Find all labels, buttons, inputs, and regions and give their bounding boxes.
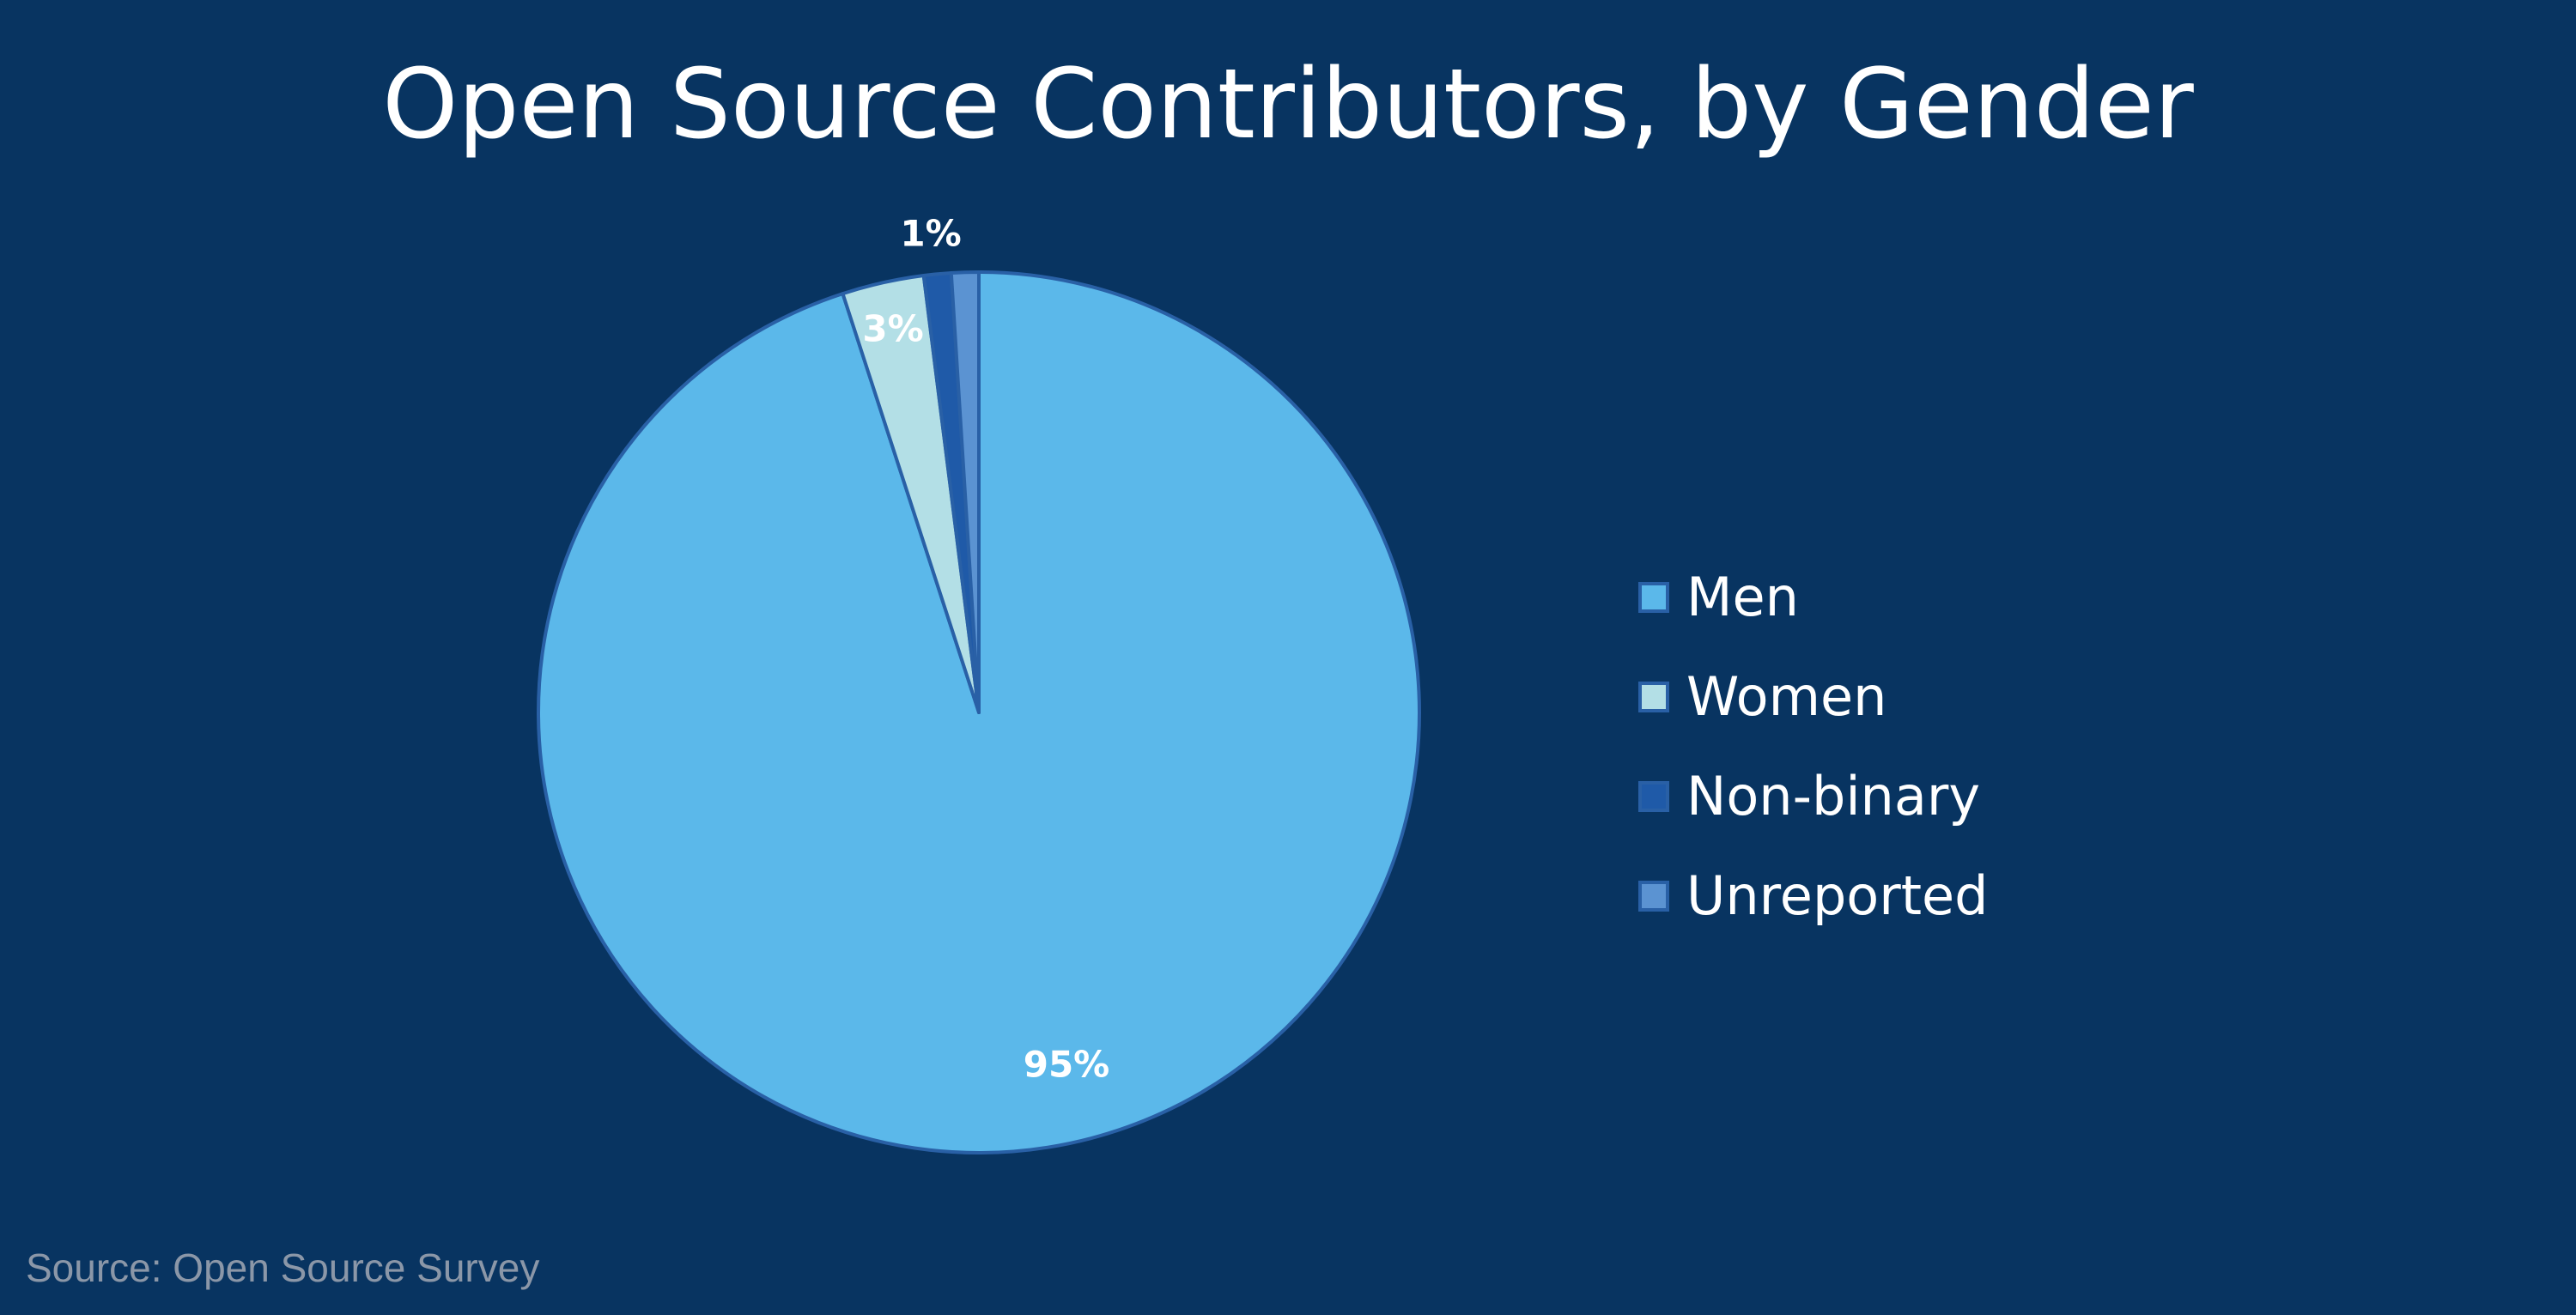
data-label-unreported: 1% [900,213,961,255]
chart-legend: Men Women Non-binary Unreported [1638,548,1989,946]
legend-label-women: Women [1686,665,1887,728]
legend-swatch-men [1638,582,1669,613]
legend-swatch-non-binary [1638,781,1669,812]
data-label-men: 95% [1024,1044,1110,1086]
pie-slice-unreported [949,270,981,714]
legend-item-non-binary: Non-binary [1638,747,1989,846]
data-label-women: 3% [862,308,923,350]
legend-item-unreported: Unreported [1638,846,1989,946]
chart-title: Open Source Contributors, by Gender [382,49,2194,161]
source-note: Source: Open Source Survey [26,1245,540,1290]
legend-item-men: Men [1638,548,1989,647]
legend-label-men: Men [1686,566,1799,628]
legend-label-non-binary: Non-binary [1686,765,1981,827]
legend-swatch-unreported [1638,881,1669,912]
legend-item-women: Women [1638,647,1989,747]
legend-label-unreported: Unreported [1686,864,1989,927]
legend-swatch-women [1638,682,1669,712]
